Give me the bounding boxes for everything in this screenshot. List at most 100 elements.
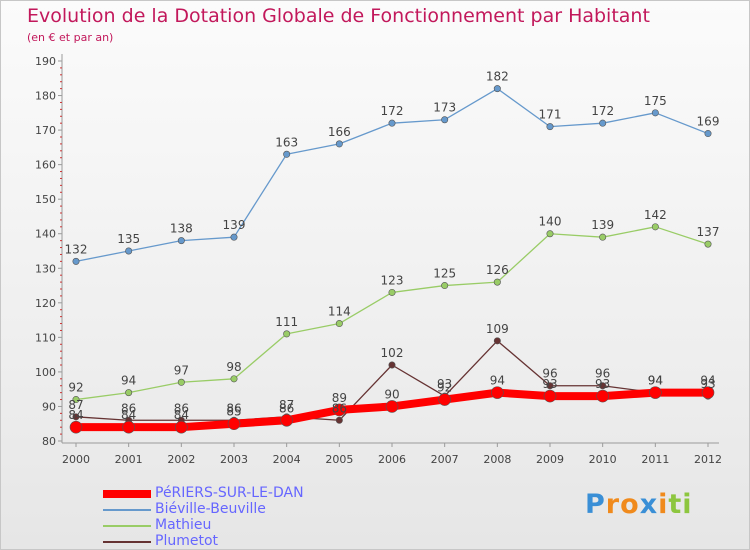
x-tick-label: 2007 xyxy=(431,453,459,466)
data-label-plumetot: 96 xyxy=(542,367,557,381)
data-point-p-riers-sur-le-dan xyxy=(122,420,135,434)
data-point-bi-ville-beuville xyxy=(546,123,554,131)
series-line-mathieu xyxy=(75,226,709,401)
y-tick-label: 110 xyxy=(35,331,56,344)
logo-letter: r xyxy=(605,489,621,520)
y-tick-label: 160 xyxy=(35,159,56,172)
data-label-plumetot: 93 xyxy=(437,377,452,391)
data-label-p-riers-sur-le-dan: 94 xyxy=(648,374,663,388)
data-point-mathieu xyxy=(493,278,501,286)
data-label-bi-ville-beuville: 172 xyxy=(591,104,614,118)
data-label-p-riers-sur-le-dan: 84 xyxy=(121,408,136,422)
y-tick-label: 90 xyxy=(42,400,56,413)
x-tick-label: 2012 xyxy=(694,453,722,466)
logo-letter: i xyxy=(682,489,693,520)
y-tick-label: 170 xyxy=(35,124,56,137)
data-label-mathieu: 139 xyxy=(591,218,614,232)
data-label-plumetot: 102 xyxy=(381,346,404,360)
data-label-bi-ville-beuville: 171 xyxy=(539,108,562,122)
data-point-mathieu xyxy=(177,378,185,386)
data-point-p-riers-sur-le-dan xyxy=(333,403,346,417)
data-label-bi-ville-beuville: 173 xyxy=(433,101,456,115)
data-label-mathieu: 125 xyxy=(433,267,456,281)
x-tick-label: 2011 xyxy=(641,453,669,466)
data-point-p-riers-sur-le-dan xyxy=(175,420,188,434)
data-label-plumetot: 86 xyxy=(226,401,241,415)
data-point-plumetot xyxy=(546,382,554,390)
data-label-p-riers-sur-le-dan: 93 xyxy=(542,377,557,391)
data-label-p-riers-sur-le-dan: 90 xyxy=(384,387,399,401)
data-label-bi-ville-beuville: 138 xyxy=(170,222,193,236)
logo-letter: i xyxy=(658,489,669,520)
data-label-plumetot: 87 xyxy=(279,398,294,412)
data-point-bi-ville-beuville xyxy=(283,150,291,158)
legend-label-plumetot: Plumetot xyxy=(155,533,218,549)
data-label-mathieu: 114 xyxy=(328,305,351,319)
data-label-mathieu: 123 xyxy=(381,273,404,287)
data-label-bi-ville-beuville: 139 xyxy=(223,218,246,232)
data-point-plumetot xyxy=(599,382,607,390)
x-tick-label: 2009 xyxy=(536,453,564,466)
data-label-p-riers-sur-le-dan: 94 xyxy=(700,374,715,388)
data-label-p-riers-sur-le-dan: 86 xyxy=(279,401,294,415)
data-label-plumetot: 87 xyxy=(68,398,83,412)
data-label-mathieu: 111 xyxy=(275,315,298,329)
data-label-bi-ville-beuville: 166 xyxy=(328,125,351,139)
data-point-bi-ville-beuville xyxy=(388,119,396,127)
data-label-plumetot: 96 xyxy=(595,367,610,381)
legend-label-bieville: Biéville-Beuville xyxy=(155,501,266,517)
data-point-bi-ville-beuville xyxy=(335,140,343,148)
data-point-plumetot xyxy=(335,416,343,424)
data-point-bi-ville-beuville xyxy=(72,257,80,265)
data-point-mathieu xyxy=(125,389,133,397)
data-label-mathieu: 94 xyxy=(121,374,136,388)
data-point-plumetot xyxy=(493,337,501,345)
data-point-mathieu xyxy=(599,233,607,241)
y-tick-label: 130 xyxy=(35,262,56,275)
data-label-bi-ville-beuville: 132 xyxy=(65,242,88,256)
data-point-bi-ville-beuville xyxy=(493,85,501,93)
data-label-p-riers-sur-le-dan: 84 xyxy=(174,408,189,422)
data-label-plumetot: 86 xyxy=(174,401,189,415)
proxiti-logo: Proxiti xyxy=(585,489,693,520)
legend-swatch-bieville xyxy=(103,509,151,511)
data-label-plumetot: 109 xyxy=(486,322,509,336)
x-tick-label: 2000 xyxy=(62,453,90,466)
data-point-mathieu xyxy=(72,396,80,404)
x-tick-label: 2010 xyxy=(589,453,617,466)
data-point-mathieu xyxy=(230,375,238,383)
data-point-mathieu xyxy=(283,330,291,338)
data-label-p-riers-sur-le-dan: 93 xyxy=(595,377,610,391)
data-point-p-riers-sur-le-dan xyxy=(649,386,662,399)
data-point-bi-ville-beuville xyxy=(599,119,607,127)
x-tick-label: 2001 xyxy=(115,453,143,466)
data-point-bi-ville-beuville xyxy=(177,237,185,245)
data-point-bi-ville-beuville xyxy=(704,130,712,138)
data-label-bi-ville-beuville: 182 xyxy=(486,70,509,84)
data-label-p-riers-sur-le-dan: 94 xyxy=(490,374,505,388)
data-label-plumetot: 86 xyxy=(121,401,136,415)
data-point-p-riers-sur-le-dan xyxy=(438,393,451,406)
data-label-mathieu: 97 xyxy=(174,363,189,377)
data-point-p-riers-sur-le-dan xyxy=(227,417,241,431)
data-point-p-riers-sur-le-dan xyxy=(280,413,293,427)
data-label-mathieu: 137 xyxy=(697,225,720,239)
data-label-bi-ville-beuville: 135 xyxy=(117,232,140,246)
data-label-p-riers-sur-le-dan: 84 xyxy=(68,408,83,422)
data-point-p-riers-sur-le-dan xyxy=(701,386,715,399)
data-label-bi-ville-beuville: 172 xyxy=(381,104,404,118)
data-point-plumetot xyxy=(72,413,80,421)
x-tick-label: 2005 xyxy=(325,453,353,466)
data-label-mathieu: 142 xyxy=(644,208,667,222)
logo-letter: x xyxy=(639,489,659,520)
data-label-mathieu: 98 xyxy=(226,360,241,374)
logo-letter: P xyxy=(585,489,606,520)
data-point-p-riers-sur-le-dan xyxy=(491,386,504,399)
y-tick-label: 80 xyxy=(42,435,56,448)
data-label-plumetot: 86 xyxy=(332,401,347,415)
data-point-mathieu xyxy=(441,282,449,290)
data-point-mathieu xyxy=(704,240,712,248)
y-tick-label: 140 xyxy=(35,228,56,241)
